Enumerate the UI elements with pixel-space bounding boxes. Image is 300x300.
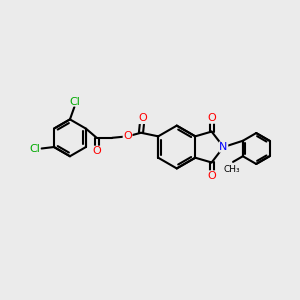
Text: Cl: Cl — [29, 143, 40, 154]
Text: O: O — [138, 113, 147, 124]
Text: Cl: Cl — [69, 97, 80, 106]
Text: O: O — [92, 146, 101, 156]
Text: O: O — [207, 171, 216, 181]
Text: O: O — [123, 131, 132, 141]
Text: N: N — [219, 142, 228, 152]
Text: CH₃: CH₃ — [223, 166, 240, 175]
Text: O: O — [207, 113, 216, 123]
